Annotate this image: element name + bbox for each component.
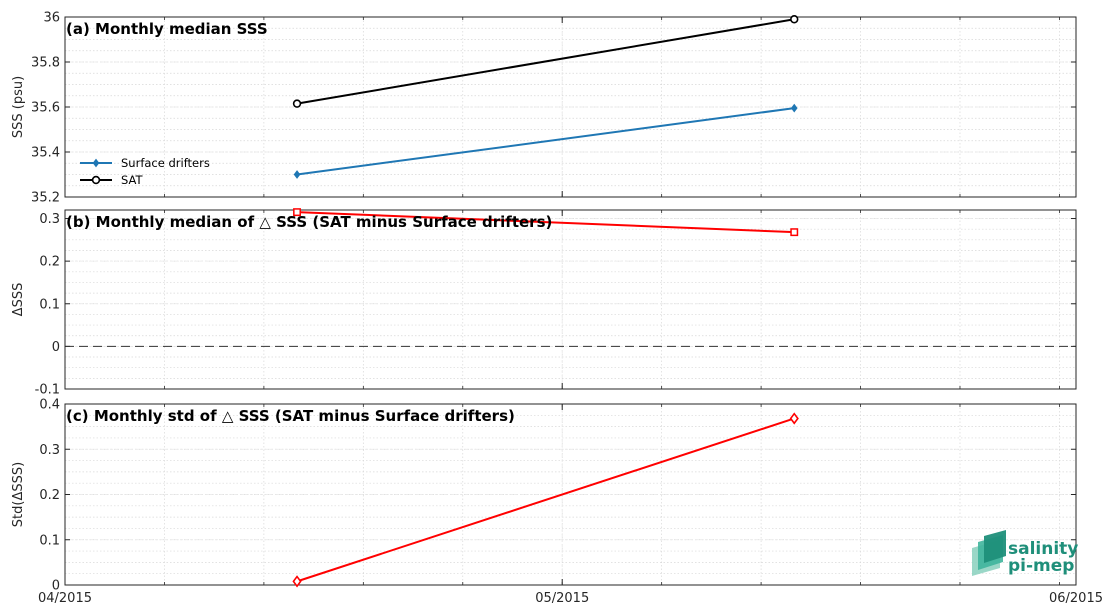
y-tick-label: 35.2 <box>31 191 60 206</box>
y-tick-label: 0.3 <box>39 443 60 458</box>
logo-text-line1: salinity <box>1008 539 1078 559</box>
logo-wave-icon <box>984 530 1006 563</box>
y-tick-label: -0.1 <box>35 383 60 398</box>
data-point <box>292 99 302 108</box>
y-tick-label: 0.2 <box>39 255 60 270</box>
series-line-1-2 <box>296 18 795 105</box>
chart-panel-3: 0 0.1 0.2 0.3 0.4 Std(ΔSSS) (c) Monthly std of… <box>11 398 1103 607</box>
y-tick-label: 35.8 <box>31 56 60 71</box>
y-axis-label: ΔSSS <box>11 283 26 317</box>
y-tick-label: 0 <box>52 579 60 594</box>
y-tick-label: 35.6 <box>31 101 60 116</box>
series-line-3-1 <box>296 417 795 583</box>
axes-box <box>64 209 1077 390</box>
chart-panel-2: -0.1 0 0.1 0.2 0.3 ΔSSS (b) Monthly median of … <box>11 208 1077 398</box>
panel-title: (a) Monthly median SSS <box>66 20 268 38</box>
data-point <box>293 170 301 179</box>
x-tick-label: 06/2015 <box>1049 591 1103 606</box>
legend-label: SAT <box>121 173 143 187</box>
y-tick-label: 0.1 <box>39 297 60 312</box>
data-point <box>292 575 302 588</box>
data-point <box>789 412 799 425</box>
x-tick-label: 05/2015 <box>535 591 589 606</box>
y-tick-label: 36 <box>43 11 60 26</box>
y-tick-label: 0.4 <box>39 398 60 413</box>
plot-area <box>65 210 1076 389</box>
logo-text-line2: pi-mep <box>1008 556 1074 576</box>
legend-label: Surface drifters <box>121 156 210 170</box>
axes-box <box>64 403 1077 586</box>
data-point <box>790 103 798 113</box>
series-line-2-1 <box>296 211 795 234</box>
panel-title: (b) Monthly median of △ SSS (SAT minus S… <box>66 213 552 231</box>
data-point <box>293 208 301 217</box>
y-tick-label: 0.1 <box>39 533 60 548</box>
y-tick-label: 0.3 <box>39 212 60 227</box>
y-tick-label: 0.2 <box>39 488 60 503</box>
axes-box <box>64 16 1077 198</box>
y-axis-label: SSS (psu) <box>11 76 26 138</box>
panel-title: (c) Monthly std of △ SSS (SAT minus Surf… <box>66 407 515 425</box>
data-point <box>790 228 799 237</box>
legend-marker <box>92 158 100 168</box>
series-line-1-1 <box>296 107 795 176</box>
legend-marker <box>91 175 101 185</box>
chart-panel-1: 35.2 35.4 35.6 35.8 36 SSS (psu) (a) Monthly m… <box>11 11 1077 206</box>
y-axis-label: Std(ΔSSS) <box>11 462 26 527</box>
y-tick-label: 35.4 <box>31 146 60 161</box>
x-tick-label: 04/2015 <box>38 591 92 606</box>
y-tick-label: 0 <box>52 340 60 355</box>
legend: Surface drifters SAT <box>80 156 210 187</box>
data-point <box>790 15 799 24</box>
